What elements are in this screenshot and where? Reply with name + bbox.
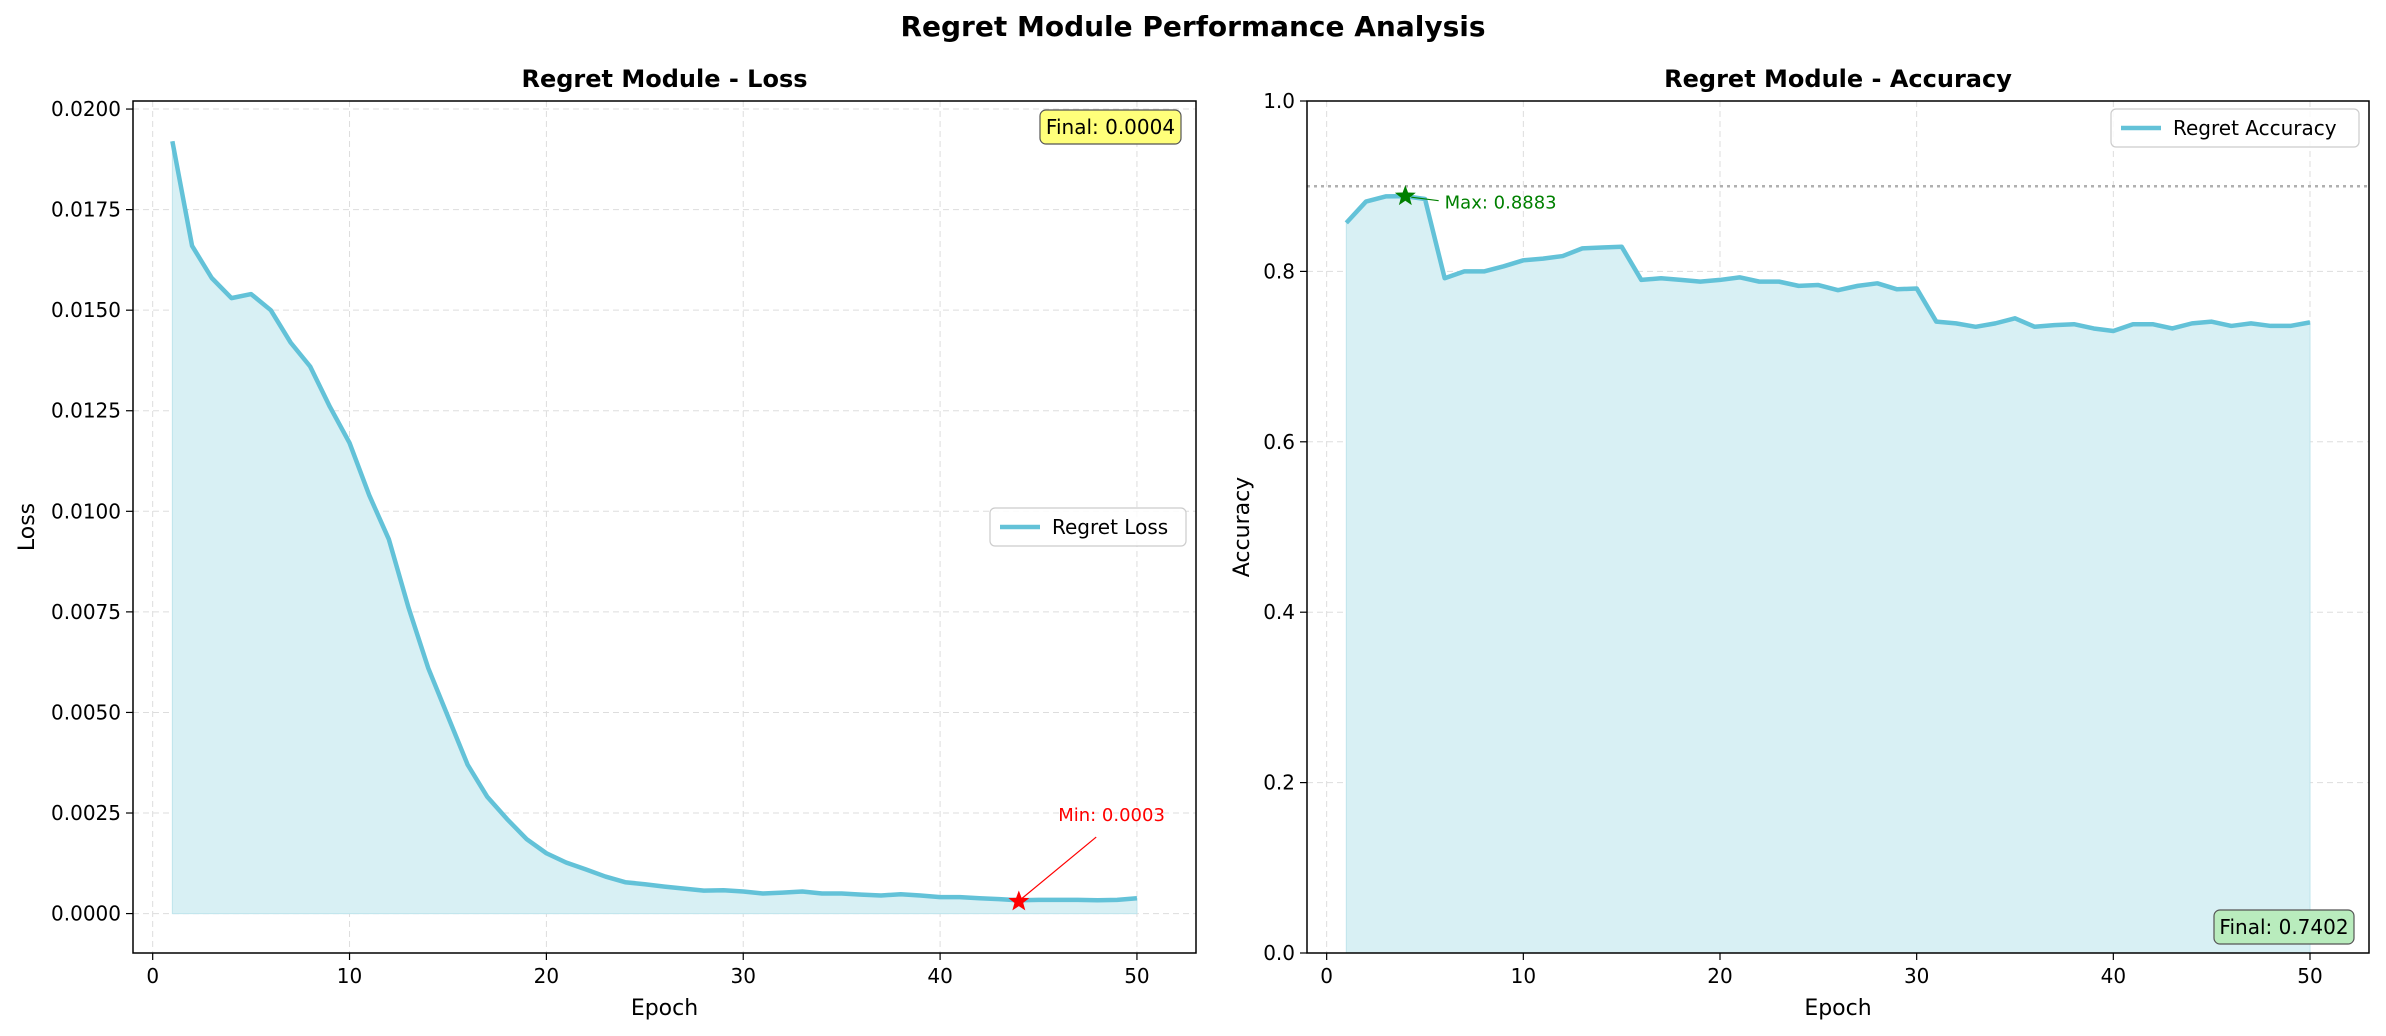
panel-loss: 0 10 20 30 40 50 0.0000 0.0025 0.0050 0.0075 0.010… [15, 65, 1197, 1021]
badge-box [2213, 909, 2355, 945]
max-annotation: Max: 0.8883 [1445, 193, 1557, 214]
x-tick-label: 40 [2101, 964, 2126, 988]
final-value-badge: Final: 0.7402 [2213, 909, 2355, 945]
min-annotation: Min: 0.0003 [1058, 805, 1165, 826]
final-value-badge: Final: 0.0004 [1039, 109, 1182, 145]
y-tick-label: 0.2 [1263, 771, 1295, 795]
min-marker-star [1008, 890, 1030, 911]
x-tick-label: 30 [731, 964, 756, 988]
y-tick-label: 0.0150 [51, 298, 121, 322]
y-axis-label: Accuracy [1230, 477, 1255, 577]
axes-frame [132, 100, 1197, 954]
x-tick-label: 0 [1320, 964, 1333, 988]
x-tick-label: 10 [337, 964, 362, 988]
y-tick-label: 0.0100 [51, 499, 121, 523]
series-line [1344, 193, 2311, 334]
legend-label: Regret Accuracy [2173, 116, 2337, 140]
x-tick-label: 0 [146, 964, 159, 988]
y-tick-label: 1.0 [1263, 89, 1295, 113]
y-tick-label: 0.8 [1263, 259, 1295, 283]
panel-title: Regret Module - Accuracy [1664, 65, 2012, 93]
max-marker-star [1394, 185, 1416, 206]
badge-label: Final: 0.0004 [1046, 115, 1175, 139]
legend-box [989, 507, 1187, 547]
badge-label: Final: 0.7402 [2219, 915, 2348, 939]
y-tick-label: 0.0200 [51, 97, 121, 121]
y-tick-label: 0.0 [1263, 941, 1295, 965]
x-tick-label: 20 [1707, 964, 1732, 988]
badge-box [1039, 109, 1182, 145]
y-axis-label: Loss [15, 503, 40, 551]
x-tick-label: 20 [534, 964, 559, 988]
y-tick-label: 0.0175 [51, 198, 121, 222]
y-tick-label: 0.4 [1263, 600, 1295, 624]
annotation-arrow [1411, 196, 1439, 202]
x-axis-label: Epoch [1804, 996, 1871, 1021]
legend: Regret Loss [989, 507, 1187, 547]
annotation-arrow [1021, 836, 1097, 899]
x-tick-label: 40 [927, 964, 952, 988]
panel-accuracy: 0 10 20 30 40 50 0.0 0.2 0.4 0.6 0.8 1.0 Regret Modu… [1230, 65, 2370, 1021]
legend-box [2110, 108, 2360, 148]
y-tick-label: 0.0025 [51, 801, 121, 825]
x-tick-label: 50 [2297, 964, 2322, 988]
y-tick-label: 0.0075 [51, 600, 121, 624]
panel-title: Regret Module - Loss [521, 65, 807, 93]
series-area [1345, 195, 2311, 954]
y-tick-label: 0.0050 [51, 700, 121, 724]
series-line [170, 140, 1138, 903]
legend: Regret Accuracy [2110, 108, 2360, 148]
x-tick-label: 30 [1904, 964, 1929, 988]
y-tick-label: 0.0000 [51, 902, 121, 926]
x-tick-label: 10 [1511, 964, 1536, 988]
legend-label: Regret Loss [1052, 515, 1168, 539]
axes-frame [1306, 100, 2370, 954]
x-tick-label: 50 [1124, 964, 1149, 988]
y-tick-label: 0.6 [1263, 430, 1295, 454]
y-tick-label: 0.0125 [51, 399, 121, 423]
figure-title: Regret Module Performance Analysis [900, 10, 1485, 43]
x-axis-label: Epoch [631, 996, 698, 1021]
